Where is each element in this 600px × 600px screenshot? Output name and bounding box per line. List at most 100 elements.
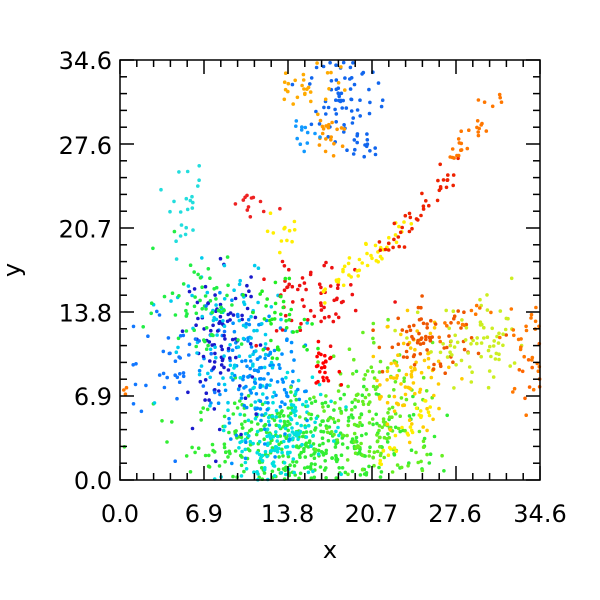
- data-point: [293, 78, 298, 83]
- data-point: [305, 348, 309, 352]
- data-point: [236, 338, 240, 342]
- data-point: [476, 133, 481, 138]
- data-point: [231, 321, 235, 326]
- data-point: [246, 339, 250, 343]
- data-point: [315, 61, 319, 65]
- data-point: [240, 449, 244, 454]
- data-point: [322, 105, 326, 110]
- data-point: [385, 325, 390, 329]
- data-point: [371, 369, 375, 374]
- data-point: [291, 369, 295, 374]
- data-point: [299, 423, 304, 428]
- data-point: [269, 378, 274, 383]
- data-point: [295, 421, 299, 426]
- data-point: [238, 384, 242, 388]
- data-point: [377, 428, 381, 433]
- data-point: [405, 355, 409, 360]
- data-point: [292, 464, 297, 468]
- data-point: [131, 324, 136, 329]
- data-point: [367, 393, 371, 397]
- data-point: [409, 365, 413, 370]
- data-point: [501, 332, 505, 337]
- data-point: [306, 318, 310, 322]
- data-point: [503, 327, 508, 332]
- data-point: [243, 460, 248, 465]
- data-point: [298, 325, 302, 330]
- data-point: [389, 447, 393, 451]
- data-point: [262, 424, 267, 428]
- data-point: [340, 144, 345, 148]
- data-point: [324, 260, 328, 265]
- data-point: [233, 202, 238, 206]
- data-point: [262, 277, 266, 282]
- data-point: [219, 355, 224, 360]
- data-point: [248, 342, 253, 346]
- data-point: [304, 399, 309, 404]
- data-point: [308, 82, 312, 86]
- data-point: [269, 360, 274, 365]
- data-point: [448, 343, 453, 348]
- data-point: [504, 316, 509, 321]
- data-point: [321, 450, 325, 455]
- data-point: [230, 298, 234, 303]
- data-point: [280, 400, 284, 404]
- data-point: [221, 428, 226, 433]
- data-point: [172, 229, 177, 234]
- data-point: [177, 170, 181, 174]
- data-point: [393, 300, 397, 304]
- data-point: [258, 407, 263, 411]
- data-point: [524, 324, 528, 329]
- data-point: [223, 337, 227, 341]
- data-point: [357, 415, 362, 420]
- data-point: [305, 87, 309, 91]
- data-point: [194, 323, 198, 328]
- data-point: [222, 263, 227, 268]
- data-point: [254, 392, 259, 396]
- data-point: [294, 430, 299, 435]
- data-point: [418, 387, 423, 392]
- data-point: [385, 378, 389, 382]
- data-point: [314, 381, 319, 385]
- data-point: [277, 363, 281, 367]
- data-point: [377, 424, 382, 428]
- data-point: [284, 319, 288, 323]
- data-point: [418, 352, 423, 356]
- data-point: [475, 336, 480, 340]
- data-point: [437, 406, 441, 411]
- data-point: [204, 307, 208, 311]
- data-point: [372, 376, 377, 380]
- data-point: [268, 449, 273, 453]
- x-tick-label: 20.7: [345, 500, 398, 528]
- data-point: [422, 358, 427, 363]
- data-point: [184, 329, 189, 333]
- data-point: [383, 247, 388, 252]
- data-point: [258, 428, 263, 432]
- y-tick-label: 0.0: [74, 467, 112, 495]
- data-point: [190, 426, 195, 431]
- data-point: [264, 385, 269, 390]
- data-point: [317, 143, 322, 147]
- data-point: [237, 446, 241, 450]
- data-point: [185, 207, 190, 212]
- data-point: [373, 243, 378, 248]
- data-point: [207, 340, 212, 344]
- data-point: [455, 340, 460, 345]
- data-point: [292, 219, 297, 224]
- data-point: [444, 185, 449, 190]
- data-point: [402, 220, 406, 224]
- data-point: [365, 138, 370, 142]
- data-point: [188, 470, 193, 474]
- data-point: [259, 466, 264, 470]
- data-point: [298, 142, 303, 146]
- data-point: [318, 392, 323, 397]
- data-point: [438, 186, 443, 191]
- data-point: [327, 122, 331, 127]
- data-point: [255, 357, 260, 362]
- data-point: [324, 394, 328, 398]
- data-point: [346, 472, 350, 477]
- data-point: [334, 429, 338, 434]
- data-point: [277, 446, 281, 451]
- data-point: [294, 124, 298, 128]
- data-point: [258, 292, 263, 296]
- data-point: [372, 340, 376, 345]
